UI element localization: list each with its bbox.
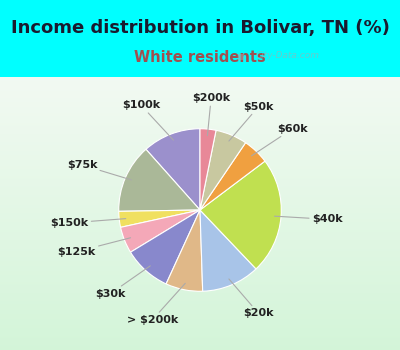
Text: $75k: $75k xyxy=(67,160,132,180)
Text: White residents: White residents xyxy=(134,50,266,65)
Text: $20k: $20k xyxy=(229,279,274,318)
Wedge shape xyxy=(200,143,265,210)
Wedge shape xyxy=(200,161,281,269)
Text: $200k: $200k xyxy=(192,93,230,135)
Text: ■: ■ xyxy=(236,51,244,61)
Wedge shape xyxy=(119,210,200,228)
Text: $50k: $50k xyxy=(229,102,274,141)
Wedge shape xyxy=(200,130,246,210)
Wedge shape xyxy=(200,210,256,291)
Wedge shape xyxy=(130,210,200,284)
Text: $30k: $30k xyxy=(95,266,150,299)
Text: $100k: $100k xyxy=(122,100,173,140)
Wedge shape xyxy=(119,149,200,211)
Text: $60k: $60k xyxy=(252,124,308,156)
Text: $150k: $150k xyxy=(50,218,126,228)
Wedge shape xyxy=(120,210,200,252)
Wedge shape xyxy=(166,210,203,291)
Text: City-Data.com: City-Data.com xyxy=(256,51,320,61)
Text: Income distribution in Bolivar, TN (%): Income distribution in Bolivar, TN (%) xyxy=(10,19,390,37)
Text: $125k: $125k xyxy=(58,238,130,257)
Wedge shape xyxy=(146,129,200,210)
Text: $40k: $40k xyxy=(274,214,342,224)
Wedge shape xyxy=(200,129,216,210)
Text: > $200k: > $200k xyxy=(127,283,185,325)
